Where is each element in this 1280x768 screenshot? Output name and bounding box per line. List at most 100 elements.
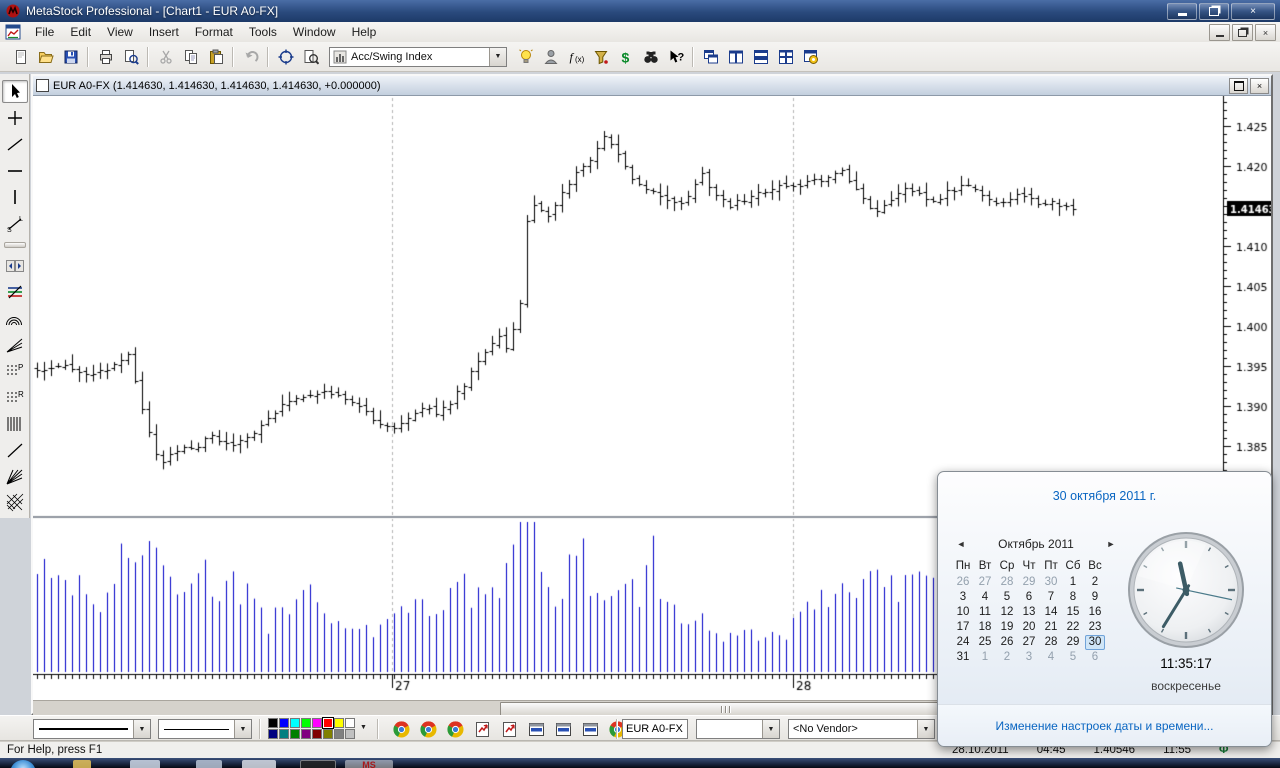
- color-swatch[interactable]: [334, 718, 344, 728]
- calendar-day-cell[interactable]: 13: [1022, 606, 1036, 618]
- taskbar-app-icon-3[interactable]: [242, 760, 276, 768]
- change-datetime-settings-link[interactable]: Изменение настроек даты и времени...: [995, 718, 1214, 733]
- line-weight-combobox[interactable]: ▼: [33, 719, 151, 739]
- calendar-day-cell[interactable]: 29: [1022, 576, 1036, 588]
- tile-horizontal-button[interactable]: [748, 45, 773, 69]
- cascade-windows-button[interactable]: [698, 45, 723, 69]
- calendar-day-cell[interactable]: 6: [1025, 591, 1033, 603]
- fibonacci-fan-tool[interactable]: [2, 333, 28, 356]
- color-swatch[interactable]: [334, 729, 344, 739]
- flyout-date-link[interactable]: 30 октября 2011 г.: [1052, 489, 1157, 503]
- close-button[interactable]: ×: [1231, 3, 1275, 20]
- calendar-day-cell[interactable]: 28: [1000, 576, 1014, 588]
- color-swatch[interactable]: [322, 717, 334, 729]
- vendor-combobox[interactable]: <No Vendor> ▼: [788, 719, 935, 739]
- menu-help[interactable]: Help: [351, 24, 377, 39]
- color-swatch[interactable]: [279, 729, 289, 739]
- orb-1-button[interactable]: [390, 718, 412, 740]
- menu-view[interactable]: View: [107, 24, 133, 39]
- minimize-button[interactable]: [1167, 3, 1197, 20]
- color-swatch[interactable]: [345, 729, 355, 739]
- calendar-day-cell[interactable]: 8: [1069, 591, 1077, 603]
- taskbar-app-icon-2[interactable]: [196, 760, 222, 768]
- calendar-day-cell[interactable]: 5: [1003, 591, 1011, 603]
- calendar-day-cell[interactable]: 3: [959, 591, 967, 603]
- color-swatch[interactable]: [279, 718, 289, 728]
- calendar-day-cell[interactable]: 27: [1022, 636, 1036, 648]
- scrollbar-thumb[interactable]: [500, 702, 952, 716]
- calendar-day-cell[interactable]: 7: [1047, 591, 1055, 603]
- calendar-day-cell[interactable]: 3: [1025, 651, 1033, 663]
- color-swatch[interactable]: [301, 729, 311, 739]
- calendar-day-cell[interactable]: 9: [1091, 591, 1099, 603]
- trendline-tool[interactable]: [2, 133, 28, 156]
- chart-window-titlebar[interactable]: EUR A0-FX (1.414630, 1.414630, 1.414630,…: [33, 76, 1271, 96]
- child-restore-button[interactable]: [1232, 24, 1253, 41]
- start-orb-icon[interactable]: [10, 760, 36, 768]
- chart-close-button[interactable]: ×: [1250, 77, 1269, 94]
- child-close-button[interactable]: ×: [1255, 24, 1276, 41]
- calendar-day-cell[interactable]: 16: [1088, 606, 1102, 618]
- color-swatch[interactable]: [345, 718, 355, 728]
- calendar-day-cell[interactable]: 17: [956, 621, 970, 633]
- restore-button[interactable]: [1199, 3, 1229, 20]
- search-binoculars-button[interactable]: [638, 45, 663, 69]
- calendar-day-cell[interactable]: 25: [978, 636, 992, 648]
- calendar-day-cell[interactable]: 2: [1003, 651, 1011, 663]
- taskbar-metastock-button[interactable]: MS: [345, 760, 393, 768]
- calendar-day-cell[interactable]: 5: [1069, 651, 1077, 663]
- horizontal-line-tool[interactable]: [2, 159, 28, 182]
- calendar-day-cell[interactable]: 21: [1044, 621, 1058, 633]
- tile-quad-button[interactable]: [773, 45, 798, 69]
- gann-fan-tool[interactable]: [2, 465, 28, 488]
- cut-button[interactable]: [153, 45, 178, 69]
- line-weight-arrow[interactable]: ▼: [133, 720, 150, 738]
- color-swatch[interactable]: [312, 729, 322, 739]
- target-crosshair-button[interactable]: [273, 45, 298, 69]
- trendline-2-tool[interactable]: [2, 439, 28, 462]
- menu-edit[interactable]: Edit: [70, 24, 92, 39]
- fibonacci-projection-tool[interactable]: P: [2, 360, 28, 383]
- color-swatch[interactable]: [290, 718, 300, 728]
- calendar-day-cell[interactable]: 11: [979, 606, 991, 618]
- vertical-line-tool[interactable]: [2, 186, 28, 209]
- child-minimize-button[interactable]: [1209, 24, 1230, 41]
- calendar-day-cell[interactable]: 29: [1066, 636, 1080, 648]
- calendar-day-cell[interactable]: 30: [1044, 576, 1058, 588]
- period-combo-arrow[interactable]: ▼: [762, 720, 779, 738]
- calendar-day-cell[interactable]: 24: [956, 636, 970, 648]
- print-preview-button[interactable]: [118, 45, 143, 69]
- color-swatch[interactable]: [268, 729, 278, 739]
- chart-report-1-button[interactable]: [471, 718, 493, 740]
- fibonacci-timezones-tool[interactable]: [2, 412, 28, 435]
- calendar-day-cell[interactable]: 26: [1000, 636, 1014, 648]
- window-pane-2-button[interactable]: [552, 718, 574, 740]
- system-tester-dollar-button[interactable]: $: [613, 45, 638, 69]
- calendar-day-cell[interactable]: 31: [956, 651, 970, 663]
- menu-format[interactable]: Format: [194, 24, 233, 39]
- crosshair-tool[interactable]: [2, 106, 28, 129]
- context-help-button[interactable]: ?: [663, 45, 688, 69]
- copy-button[interactable]: [178, 45, 203, 69]
- calendar-prev-month-button[interactable]: ◄: [956, 539, 966, 549]
- calendar-day-cell[interactable]: 30: [1085, 635, 1105, 650]
- calendar-day-cell[interactable]: 27: [978, 576, 992, 588]
- menu-tools[interactable]: Tools: [248, 24, 277, 39]
- print-button[interactable]: [93, 45, 118, 69]
- orb-3-button[interactable]: [444, 718, 466, 740]
- color-palette-arrow[interactable]: ▼: [360, 724, 367, 731]
- taskbar-app-icon-1[interactable]: [130, 760, 160, 768]
- calendar-day-cell[interactable]: 2: [1091, 576, 1099, 588]
- undo-button[interactable]: [238, 45, 263, 69]
- windows-taskbar[interactable]: MS: [0, 758, 1280, 768]
- multicolor-line-tool[interactable]: [2, 281, 28, 304]
- explorer-funnel-button[interactable]: [588, 45, 613, 69]
- taskbar-console-icon[interactable]: [300, 760, 336, 768]
- calendar-day-cell[interactable]: 6: [1091, 651, 1099, 663]
- calendar-day-cell[interactable]: 12: [1000, 606, 1014, 618]
- calendar-day-cell[interactable]: 1: [1069, 576, 1077, 588]
- tile-vertical-button[interactable]: [723, 45, 748, 69]
- indicator-fx-button[interactable]: f (x): [563, 45, 588, 69]
- calendar-day-cell[interactable]: 28: [1044, 636, 1058, 648]
